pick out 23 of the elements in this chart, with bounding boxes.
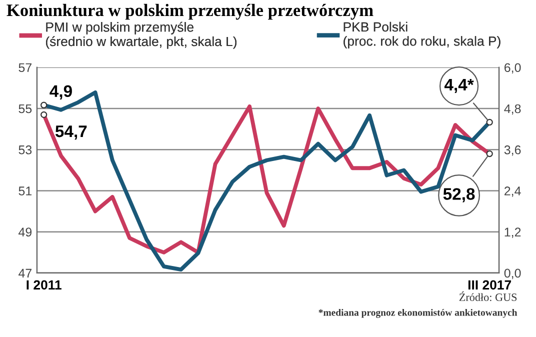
y2-tick-label: 3,6 [504,145,521,156]
y-tick-label: 57 [18,63,32,72]
data-label: 52,8 [443,188,475,202]
y2-tick-label: 2,4 [504,186,521,197]
y-tick-label: 53 [18,145,32,154]
y2-tick-label: 1,2 [504,228,521,238]
data-label: 4,9 [50,85,72,100]
y2-tick-label: 6,0 [504,63,521,74]
text: Źródło: GUS [459,291,517,302]
text: *mediana prognoz ekonomistów ankietowanych [318,308,518,318]
y-tick-label: 55 [18,104,32,114]
data-label: 4,4* [444,78,474,93]
x-tick-label: III 2017 [468,280,512,290]
y-tick-label: 49 [18,228,32,237]
data-label: 54,7 [55,126,87,140]
chart-title: Koniunktura w polskim przemyśle przetwórczym [6,4,374,20]
y-tick-label: 47 [18,268,32,278]
y2-tick-label: 4,8 [504,104,521,115]
y-tick-label: 51 [18,186,32,196]
x-tick-label: I 2011 [26,280,62,290]
y2-tick-label: 0,0 [504,268,521,280]
legend-label: PMI w polskim przemyśle (średnio w kwartale, pkt, skala L) [46,22,236,49]
legend-label: PKB Polski (proc. rok do roku, skala P) [344,22,500,48]
